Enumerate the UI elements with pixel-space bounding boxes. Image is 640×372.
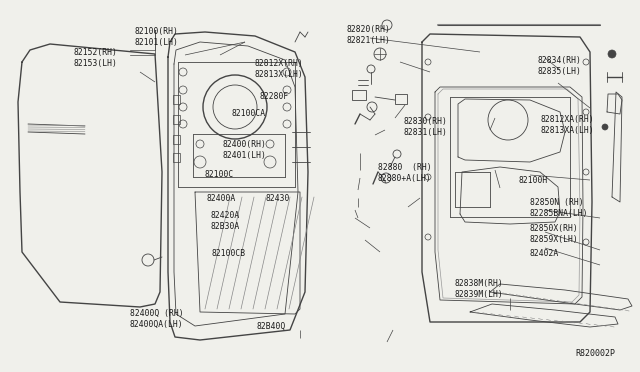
- Text: 82880  (RH)
82880+A(LH): 82880 (RH) 82880+A(LH): [378, 163, 431, 183]
- Text: 82400(RH)
82401(LH): 82400(RH) 82401(LH): [223, 140, 267, 160]
- Text: 82100CB: 82100CB: [211, 249, 245, 258]
- Text: 82402A: 82402A: [530, 249, 559, 258]
- Text: R820002P: R820002P: [576, 349, 616, 358]
- Text: 82400Q (RH)
82400QA(LH): 82400Q (RH) 82400QA(LH): [130, 309, 184, 329]
- Text: 82834(RH)
82835(LH): 82834(RH) 82835(LH): [538, 56, 582, 76]
- Text: 82830(RH)
82831(LH): 82830(RH) 82831(LH): [403, 117, 447, 137]
- Text: 82430: 82430: [266, 194, 290, 203]
- Text: 82400A: 82400A: [206, 194, 236, 203]
- Text: 82812XA(RH)
82813XA(LH): 82812XA(RH) 82813XA(LH): [541, 115, 595, 135]
- Circle shape: [602, 124, 608, 130]
- Text: 82838M(RH)
82839M(LH): 82838M(RH) 82839M(LH): [454, 279, 503, 299]
- Text: 82B30A: 82B30A: [211, 222, 240, 231]
- Text: 82B40Q: 82B40Q: [256, 322, 285, 331]
- Text: 82812X(RH)
82813X(LH): 82812X(RH) 82813X(LH): [255, 59, 303, 79]
- Text: 82820(RH)
82821(LH): 82820(RH) 82821(LH): [346, 25, 390, 45]
- Text: 82100C: 82100C: [205, 170, 234, 179]
- Text: 82280F: 82280F: [259, 92, 289, 101]
- Text: 82152(RH)
82153(LH): 82152(RH) 82153(LH): [74, 48, 118, 68]
- Text: 82850N (RH)
82285BNA(LH): 82850N (RH) 82285BNA(LH): [530, 198, 588, 218]
- Text: 82100(RH)
82101(LH): 82100(RH) 82101(LH): [135, 27, 179, 47]
- Text: 82420A: 82420A: [211, 211, 240, 220]
- Text: 82850X(RH)
82859X(LH): 82850X(RH) 82859X(LH): [530, 224, 579, 244]
- Text: 82100CA: 82100CA: [232, 109, 266, 118]
- Text: 82100H: 82100H: [518, 176, 548, 185]
- Circle shape: [608, 50, 616, 58]
